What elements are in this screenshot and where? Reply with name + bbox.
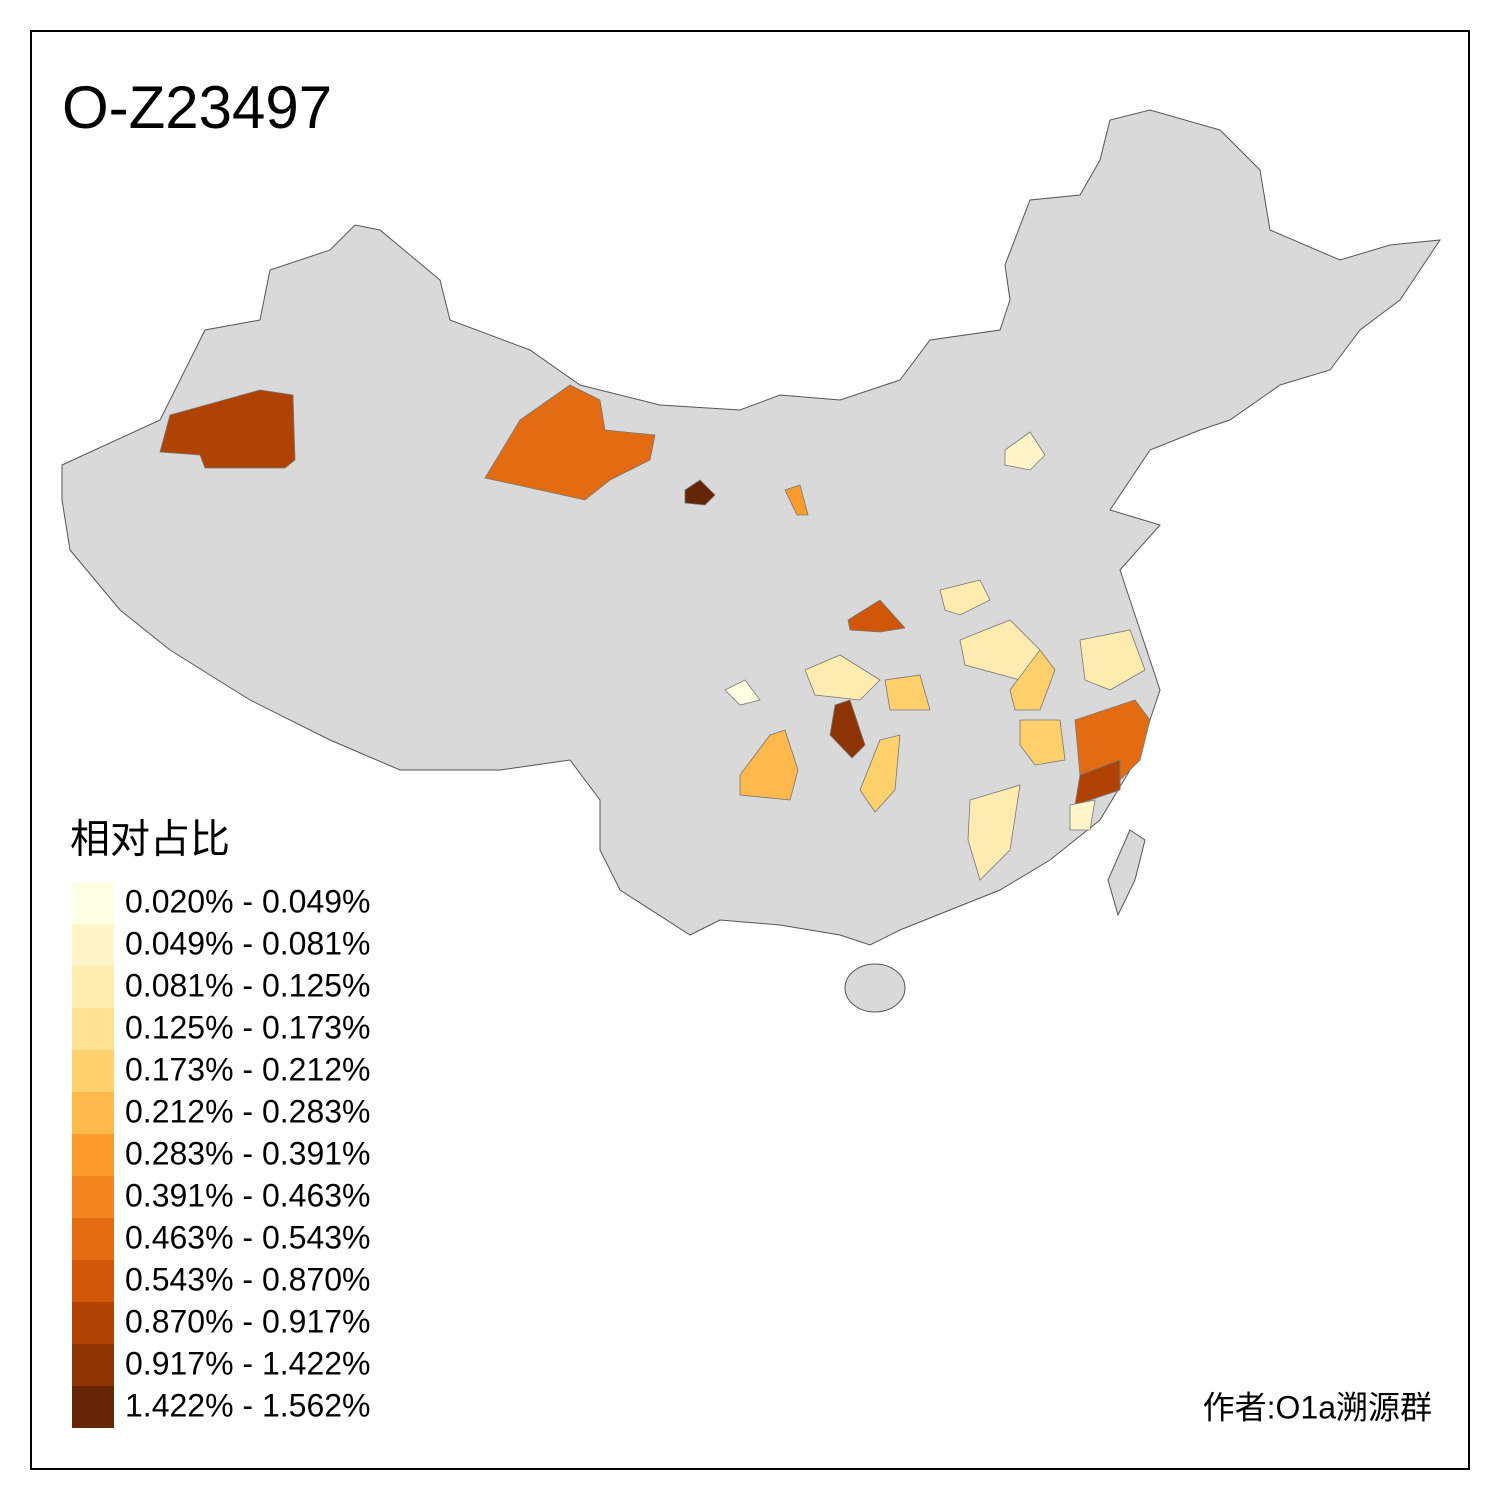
legend-swatch (72, 1302, 114, 1344)
legend-label: 0.081% - 0.125% (125, 967, 371, 1003)
legend-label: 0.463% - 0.543% (125, 1219, 371, 1255)
region (939, 579, 991, 616)
region (784, 484, 809, 516)
legend-label: 0.543% - 0.870% (125, 1261, 371, 1297)
legend-title: 相对占比 (70, 818, 230, 862)
region (1069, 799, 1096, 831)
region (829, 699, 866, 759)
legend-label: 0.917% - 1.422% (125, 1345, 371, 1381)
legend-swatch (72, 924, 114, 966)
island (844, 963, 906, 1013)
region (1004, 431, 1046, 471)
regions (159, 384, 1151, 881)
region (159, 389, 296, 469)
legend-label: 0.391% - 0.463% (125, 1177, 371, 1213)
legend-swatch (72, 1386, 114, 1428)
legend-swatch (72, 1092, 114, 1134)
legend-swatch (72, 1008, 114, 1050)
legend-label: 0.173% - 0.212% (125, 1051, 371, 1087)
legend-label: 0.020% - 0.049% (125, 883, 371, 919)
legend-label: 0.212% - 0.283% (125, 1093, 371, 1129)
legend-swatch (72, 1134, 114, 1176)
region (967, 784, 1021, 881)
region (739, 729, 799, 801)
legend-swatch (72, 1260, 114, 1302)
region (1074, 759, 1121, 806)
legend-label: 1.422% - 1.562% (125, 1387, 371, 1423)
legend-swatch (72, 966, 114, 1008)
region (859, 734, 901, 813)
region (724, 679, 761, 706)
region (1009, 649, 1056, 711)
legend-swatch (72, 882, 114, 924)
legend-label: 0.049% - 0.081% (125, 925, 371, 961)
region (847, 599, 906, 633)
legend-swatch (72, 1344, 114, 1386)
legend-swatch (72, 1176, 114, 1218)
region (1079, 629, 1146, 691)
author-credit: 作者:O1a溯源群 (1203, 1389, 1432, 1425)
legend-swatch (72, 1050, 114, 1092)
legend-label: 0.125% - 0.173% (125, 1009, 371, 1045)
region (884, 674, 931, 711)
legend: 0.020% - 0.049% 0.049% - 0.081% 0.081% - 0… (72, 882, 371, 1428)
map-title: O-Z23497 (62, 74, 332, 141)
legend-swatch (72, 1218, 114, 1260)
region (1019, 719, 1066, 766)
legend-label: 0.283% - 0.391% (125, 1135, 371, 1171)
region (484, 384, 656, 501)
region (804, 654, 881, 701)
island (1107, 829, 1146, 917)
region (684, 479, 716, 506)
legend-label: 0.870% - 0.917% (125, 1303, 371, 1339)
